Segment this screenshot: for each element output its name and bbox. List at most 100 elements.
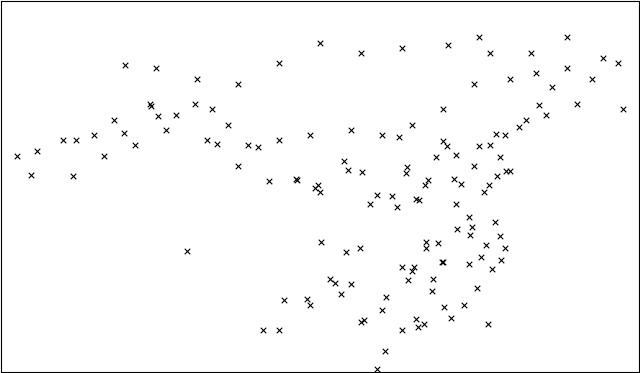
Point [531, 70, 541, 76]
Point [496, 257, 506, 263]
Point [274, 137, 284, 143]
Point [315, 40, 325, 46]
Point [291, 176, 301, 182]
Point [452, 226, 462, 232]
Point [481, 242, 492, 248]
Point [171, 112, 181, 117]
Point [212, 141, 222, 147]
Point [413, 197, 424, 203]
Point [451, 201, 461, 207]
Point [408, 122, 418, 128]
Point [12, 153, 22, 159]
Point [392, 204, 402, 210]
Point [359, 317, 369, 323]
Point [492, 173, 502, 179]
Point [451, 152, 461, 158]
Point [428, 276, 438, 282]
Point [505, 168, 515, 174]
Point [274, 327, 284, 333]
Point [274, 60, 284, 66]
Point [420, 182, 430, 188]
Point [316, 239, 326, 245]
Point [484, 50, 495, 56]
Point [182, 248, 193, 254]
Point [109, 117, 120, 123]
Point [420, 245, 431, 251]
Point [618, 106, 628, 112]
Point [301, 296, 312, 302]
Point [339, 158, 349, 164]
Point [495, 233, 505, 239]
Point [472, 285, 483, 291]
Point [520, 117, 531, 123]
Point [483, 321, 493, 327]
Point [438, 138, 449, 144]
Point [68, 173, 79, 179]
Point [387, 193, 397, 199]
Point [120, 62, 130, 68]
Point [486, 266, 497, 272]
Point [439, 304, 449, 310]
Point [305, 132, 315, 138]
Point [355, 245, 365, 251]
Point [483, 182, 493, 188]
Point [259, 327, 269, 333]
Point [380, 348, 390, 354]
Point [401, 170, 412, 176]
Point [207, 106, 217, 112]
Point [465, 232, 475, 238]
Point [408, 264, 419, 270]
Point [491, 131, 501, 137]
Point [371, 192, 381, 198]
Point [419, 321, 429, 327]
Point [561, 65, 572, 71]
Point [26, 172, 36, 178]
Point [525, 50, 536, 56]
Point [501, 168, 511, 174]
Point [397, 327, 407, 333]
Point [394, 134, 404, 140]
Point [99, 153, 109, 159]
Point [365, 201, 376, 207]
Point [464, 261, 474, 267]
Point [437, 258, 447, 264]
Point [500, 245, 510, 251]
Point [152, 113, 163, 119]
Point [150, 65, 161, 71]
Point [71, 137, 81, 143]
Point [410, 196, 420, 202]
Point [534, 102, 544, 108]
Point [292, 177, 303, 183]
Point [444, 42, 454, 48]
Point [505, 76, 515, 82]
Point [464, 214, 474, 220]
Point [335, 291, 346, 297]
Point [397, 45, 407, 51]
Point [420, 239, 431, 245]
Point [147, 103, 157, 109]
Point [474, 34, 484, 40]
Point [371, 366, 381, 372]
Point [233, 81, 243, 87]
Point [376, 132, 387, 138]
Point [588, 76, 598, 82]
Point [469, 81, 479, 87]
Point [357, 169, 367, 175]
Point [449, 176, 459, 182]
Point [89, 132, 99, 138]
Point [484, 142, 495, 148]
Point [189, 101, 200, 107]
Point [58, 137, 68, 143]
Point [381, 294, 391, 300]
Point [330, 280, 340, 286]
Point [438, 106, 449, 112]
Point [541, 112, 551, 117]
Point [547, 84, 557, 90]
Point [233, 163, 243, 169]
Point [313, 182, 323, 188]
Point [459, 302, 469, 308]
Point [474, 143, 484, 149]
Point [433, 240, 444, 246]
Point [145, 101, 156, 107]
Point [431, 154, 441, 160]
